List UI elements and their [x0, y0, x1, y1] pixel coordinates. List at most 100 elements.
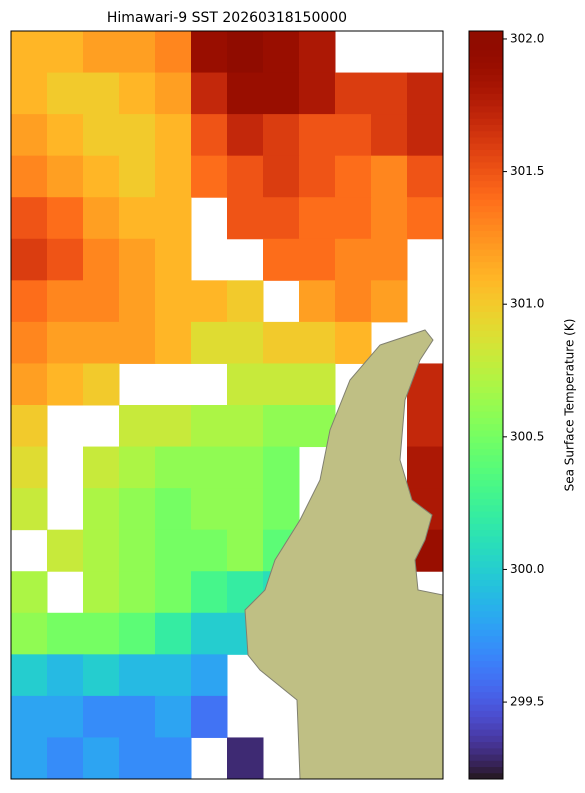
colorbar-segment: [469, 423, 503, 431]
sst-cell: [11, 571, 48, 614]
colorbar-segment: [469, 760, 503, 768]
sst-cell: [263, 197, 300, 240]
colorbar-tick-label: 300.0: [510, 562, 544, 576]
colorbar-segment: [469, 517, 503, 524]
colorbar-segment: [469, 193, 503, 200]
colorbar-segment: [469, 355, 503, 362]
colorbar-segment: [469, 31, 503, 38]
sst-cell: [11, 72, 48, 115]
sst-cell: [335, 72, 372, 115]
sst-cell: [47, 72, 84, 115]
sst-cell: [299, 72, 336, 115]
colorbar-segment: [469, 710, 503, 718]
colorbar-segment: [469, 62, 503, 69]
sst-cell: [119, 612, 156, 655]
sst-cell: [407, 114, 443, 157]
sst-cell: [407, 155, 443, 198]
colorbar-segment: [469, 267, 503, 275]
colorbar-segment: [469, 673, 503, 680]
colorbar-segment: [469, 180, 503, 188]
colorbar-segment: [469, 486, 503, 493]
sst-cell: [119, 72, 156, 115]
sst-cell: [47, 363, 84, 406]
colorbar-segment: [469, 697, 503, 705]
colorbar-segment: [469, 635, 503, 643]
sst-cell: [47, 114, 84, 157]
sst-cell: [119, 31, 156, 74]
colorbar-segment: [469, 648, 503, 655]
sst-cell: [119, 405, 156, 448]
colorbar-segment: [469, 598, 503, 605]
sst-cell: [47, 529, 84, 572]
colorbar-segment: [469, 573, 503, 581]
sst-cell: [83, 321, 120, 364]
sst-cell: [227, 155, 264, 198]
sst-cell: [191, 155, 228, 198]
sst-cell: [371, 114, 408, 157]
sst-cell: [11, 31, 48, 74]
sst-cell: [83, 737, 120, 779]
sst-cell: [155, 321, 192, 364]
colorbar-segment: [469, 305, 503, 312]
sst-cell: [191, 72, 228, 115]
sst-cell: [299, 321, 336, 364]
colorbar-segment: [469, 592, 503, 599]
colorbar-segment: [469, 348, 503, 356]
sst-cell: [119, 654, 156, 697]
colorbar-segment: [469, 249, 503, 256]
sst-cell: [227, 197, 264, 240]
colorbar-segment: [469, 704, 503, 711]
colorbar-segment: [469, 317, 503, 325]
sst-cell: [119, 446, 156, 489]
colorbar-segment: [469, 510, 503, 518]
sst-cell: [227, 280, 264, 323]
sst-cell: [119, 488, 156, 531]
sst-cell: [263, 405, 300, 448]
sst-cell: [155, 695, 192, 738]
colorbar-segment: [469, 386, 503, 394]
sst-cell: [83, 529, 120, 572]
sst-cell: [83, 695, 120, 738]
sst-cell: [299, 280, 336, 323]
sst-cell: [371, 155, 408, 198]
colorbar-segment: [469, 292, 503, 300]
sst-cell: [155, 529, 192, 572]
colorbar-segment: [469, 49, 503, 57]
sst-cell: [155, 280, 192, 323]
colorbar-segment: [469, 286, 503, 294]
sst-cell: [263, 72, 300, 115]
sst-cell: [299, 155, 336, 198]
sst-cell: [407, 72, 443, 115]
sst-cell: [407, 405, 443, 448]
colorbar-segment: [469, 772, 503, 780]
colorbar-segment: [469, 361, 503, 369]
colorbar-segment: [469, 149, 503, 157]
sst-cell: [335, 238, 372, 281]
sst-cell: [299, 31, 336, 74]
sst-cell: [191, 488, 228, 531]
sst-cell: [371, 72, 408, 115]
sst-cell: [371, 238, 408, 281]
colorbar-segment: [469, 529, 503, 537]
colorbar-segment: [469, 654, 503, 662]
colorbar-segment: [469, 186, 503, 194]
sst-cell: [227, 488, 264, 531]
colorbar-segment: [469, 155, 503, 163]
colorbar-segment: [469, 261, 503, 269]
sst-cell: [11, 695, 48, 738]
sst-cell: [227, 405, 264, 448]
sst-cell: [191, 31, 228, 74]
colorbar: [469, 31, 503, 780]
colorbar-segment: [469, 43, 503, 51]
sst-cell: [47, 197, 84, 240]
colorbar-segment: [469, 236, 503, 244]
colorbar-segment: [469, 205, 503, 213]
colorbar-segment: [469, 666, 503, 674]
colorbar-segment: [469, 311, 503, 319]
colorbar-segment: [469, 380, 503, 387]
sst-cell: [227, 737, 264, 779]
colorbar-segment: [469, 679, 503, 686]
sst-cell: [155, 72, 192, 115]
sst-cell: [11, 155, 48, 198]
